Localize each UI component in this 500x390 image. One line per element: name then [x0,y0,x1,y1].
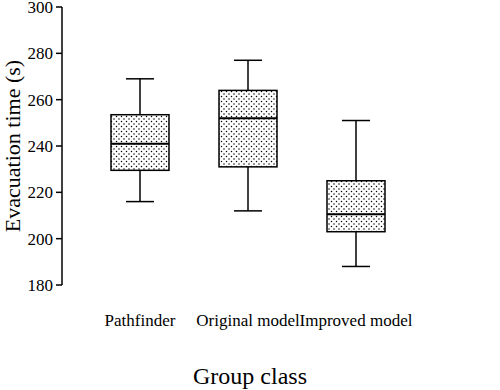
upper-cap [342,120,370,122]
y-tick [56,284,62,286]
y-tick [56,53,62,55]
lower-cap [126,201,154,203]
box [219,90,277,166]
x-tick-label: Original model [196,311,300,330]
y-tick-label: 180 [28,276,54,295]
lower-whisker [139,170,141,201]
y-tick [56,192,62,194]
upper-cap [126,78,154,80]
lower-whisker [355,232,357,267]
y-tick [56,99,62,101]
y-tick-label: 280 [28,44,54,63]
box [111,115,169,171]
box [327,181,385,232]
median-line [111,143,169,145]
x-tick-label: Pathfinder [105,311,176,330]
chart-svg: 180 200 220 240 260 280 300 Pathfinder Original … [0,0,500,390]
lower-whisker [247,167,249,211]
upper-whisker [355,121,357,181]
y-tick-label: 300 [28,0,54,17]
y-tick-label: 260 [28,91,54,110]
upper-whisker [247,60,249,90]
y-tick-label: 220 [28,183,54,202]
lower-cap [342,266,370,268]
median-line [219,117,277,119]
median-line [327,213,385,215]
boxes [111,60,385,266]
y-tick [56,6,62,8]
lower-cap [234,210,262,212]
upper-cap [234,60,262,62]
x-axis-label: Group class [193,363,307,389]
y-axis-label: Evacuation time (s) [0,60,25,232]
x-tick-label: Improved model [300,311,413,330]
chart-container: 180 200 220 240 260 280 300 Pathfinder Original … [0,0,500,390]
y-tick [56,145,62,147]
upper-whisker [139,79,141,115]
y-tick-label: 240 [28,137,54,156]
y-tick-label: 200 [28,230,54,249]
y-tick [56,238,62,240]
